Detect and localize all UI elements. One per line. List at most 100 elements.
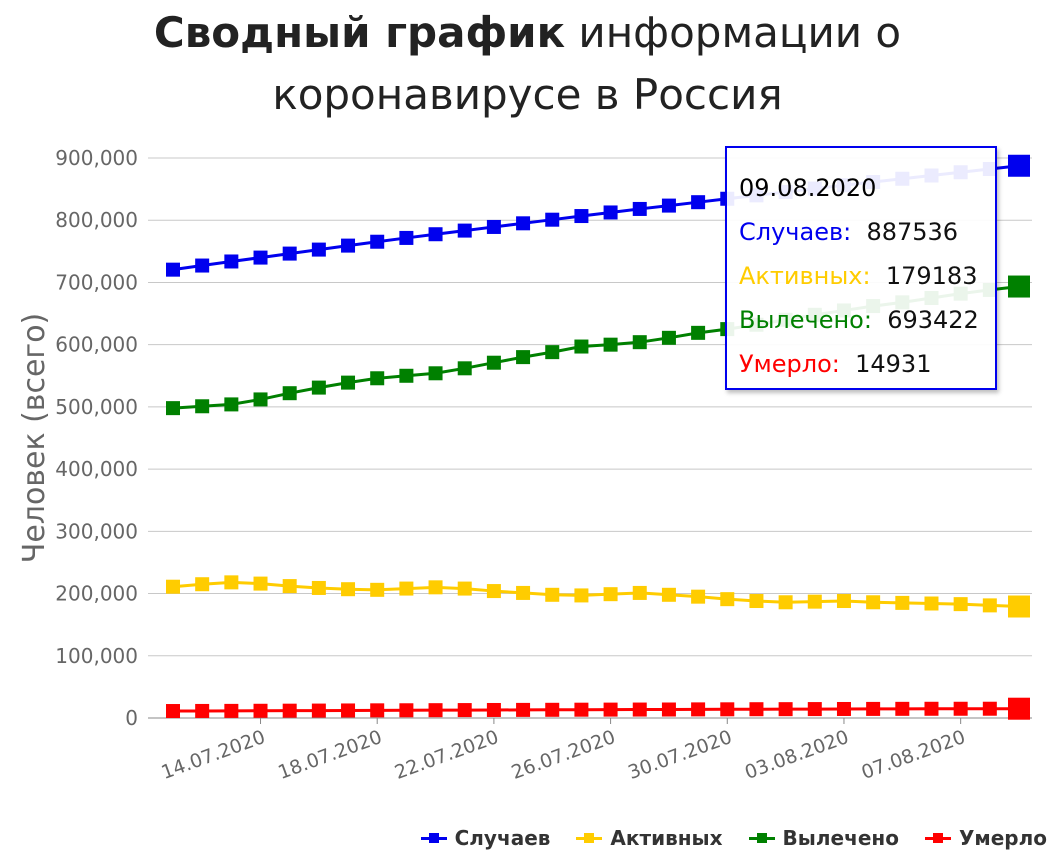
series-2-point [486,355,501,370]
series-1-point [661,587,676,602]
series-1-point [166,579,180,594]
series-3-point [807,702,822,717]
y-tick-label: 700,000 [55,270,138,294]
chart-title-rest: информации о [565,8,902,57]
tooltip-label-active: Активных: [739,262,871,290]
series-3-point [836,701,851,716]
tooltip-row-cases: Случаев: 887536 [739,210,995,254]
chart-legend: Случаев Активных Вылечено Умерло [420,826,1047,850]
series-1-point [836,594,851,609]
chart-title-line1: Сводный график информации о [0,12,1055,54]
series-2-point [341,375,356,390]
legend-item-cases[interactable]: Случаев [420,826,551,850]
x-tick-label: 07.08.2020 [859,726,969,784]
series-1-point [1008,595,1030,618]
series-3-point [749,702,764,717]
tooltip-value-recovered: 693422 [887,306,979,334]
series-2-point [661,330,676,345]
series-0-point [632,201,647,216]
series-0-point [457,223,472,238]
series-2-point [399,368,414,383]
y-tick-label: 600,000 [55,333,138,357]
series-3-point [545,702,560,717]
legend-label-active: Активных [610,826,723,850]
series-3-point [195,703,210,718]
series-1-point [807,594,822,609]
series-1-point [195,577,210,592]
series-2-point [545,345,560,360]
series-1-point [341,582,356,597]
y-tick-label: 0 [125,706,138,730]
tooltip-label-cases: Случаев: [739,218,852,246]
series-3-point [516,702,531,717]
series-0-point [574,209,589,224]
legend-label-cases: Случаев [454,826,551,850]
series-2-point [516,350,531,365]
series-3-point [399,703,414,718]
x-tick-label: 03.08.2020 [742,726,852,784]
series-3-point [924,701,939,716]
series-2-point [603,337,618,352]
series-0-point [166,262,180,277]
series-3-point [778,702,793,717]
series-2-point [574,339,589,354]
series-3-point [1008,697,1030,720]
legend-item-deaths[interactable]: Умерло [924,826,1047,850]
series-3-point [341,703,356,718]
series-1-point [749,594,764,609]
series-1-point [778,595,793,610]
series-1-point [457,581,472,596]
series-1-point [399,581,414,596]
x-tick-label: 26.07.2020 [509,726,619,784]
legend-item-active[interactable]: Активных [576,826,723,850]
series-1-point [632,585,647,600]
series-3-point [457,703,472,718]
series-0-point [603,205,618,220]
legend-swatch-recovered [748,833,775,843]
series-3-point [895,701,910,716]
series-2-point [370,371,385,386]
series-3-point [574,702,589,717]
series-2-point [253,392,268,407]
series-3-point [370,703,385,718]
series-1-point [428,580,443,595]
series-0-point [224,254,239,269]
tooltip-row-recovered: Вылечено: 693422 [739,298,995,342]
series-3-point [632,702,647,717]
series-0-point [282,246,297,261]
series-1-point [953,597,968,612]
x-tick-label: 14.07.2020 [158,726,268,784]
series-2-point [282,386,297,401]
y-tick-label: 100,000 [55,644,138,668]
series-2-point [691,325,706,340]
legend-item-recovered[interactable]: Вылечено [748,826,899,850]
series-1-point [224,575,239,590]
series-2-point [632,335,647,350]
tooltip-value-cases: 887536 [866,218,959,246]
series-0-point [516,216,531,231]
series-3-point [282,703,297,718]
series-0-point [545,212,560,227]
y-tick-label: 400,000 [55,457,138,481]
legend-swatch-deaths [924,833,951,843]
series-1-point [516,585,531,600]
series-3-point [953,701,968,716]
tooltip-label-recovered: Вылечено: [739,306,872,334]
series-2-point [195,399,210,414]
series-3-point [166,704,180,719]
series-1-point [574,588,589,603]
series-0-point [370,234,385,249]
series-3-point [691,702,706,717]
series-1-point [720,592,735,607]
series-3-point [224,703,239,718]
series-3-point [428,703,443,718]
legend-swatch-active [576,833,603,843]
tooltip-value-active: 179183 [885,262,978,290]
series-0-point [195,258,210,273]
y-tick-label: 500,000 [55,395,138,419]
y-tick-label: 900,000 [55,146,138,170]
tooltip-row-active: Активных: 179183 [739,254,995,298]
x-tick-label: 30.07.2020 [625,726,735,784]
